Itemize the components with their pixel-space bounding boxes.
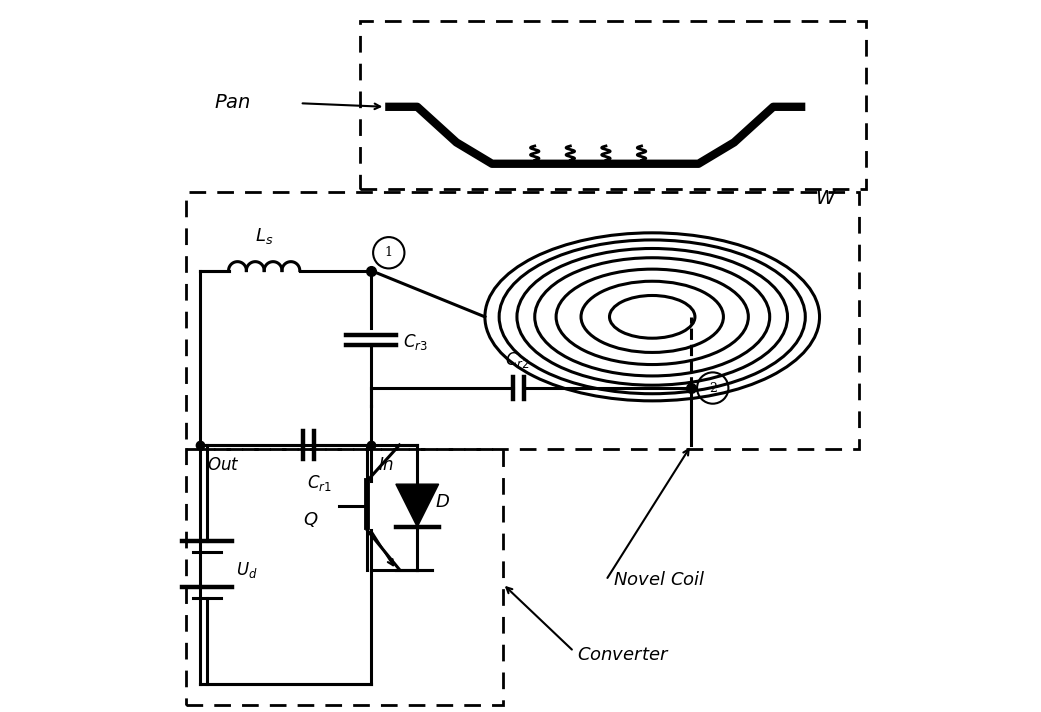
Polygon shape bbox=[396, 484, 438, 527]
Bar bbox=[186, 192, 859, 449]
Text: $Novel\ Coil$: $Novel\ Coil$ bbox=[613, 571, 706, 590]
Bar bbox=[360, 21, 866, 189]
Text: $Converter$: $Converter$ bbox=[578, 646, 670, 664]
Bar bbox=[186, 449, 503, 705]
Text: $Q$: $Q$ bbox=[303, 511, 319, 529]
Text: $C_{r2}$: $C_{r2}$ bbox=[505, 350, 529, 370]
Text: $C_{r3}$: $C_{r3}$ bbox=[403, 332, 428, 352]
Text: 1: 1 bbox=[385, 246, 392, 259]
Text: $D$: $D$ bbox=[435, 493, 450, 511]
Text: $Pan$: $Pan$ bbox=[214, 94, 251, 112]
Text: $In$: $In$ bbox=[378, 457, 395, 474]
Text: $U_d$: $U_d$ bbox=[235, 560, 257, 580]
Text: $L_s$: $L_s$ bbox=[255, 226, 274, 246]
Text: $W$: $W$ bbox=[815, 190, 837, 209]
Text: $C_{r1}$: $C_{r1}$ bbox=[307, 473, 332, 493]
Text: $Out$: $Out$ bbox=[207, 457, 239, 474]
Text: 2: 2 bbox=[709, 382, 716, 394]
